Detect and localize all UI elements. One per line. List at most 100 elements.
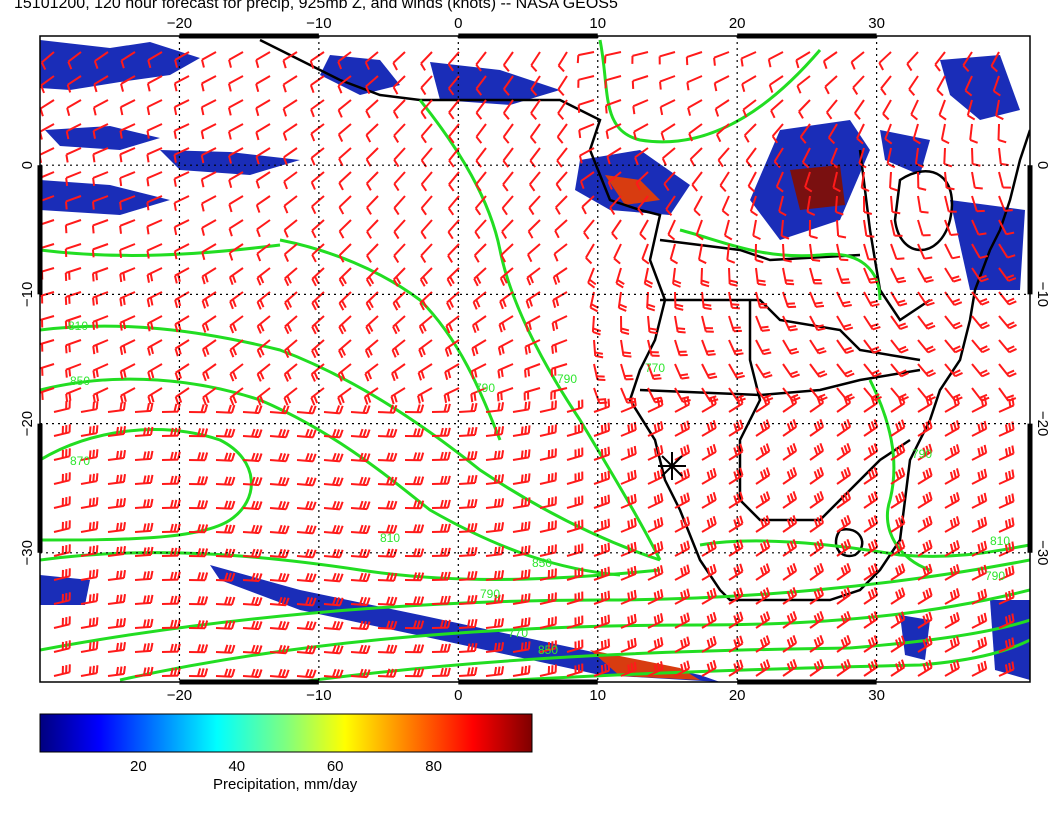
wind-barb [256, 315, 271, 334]
wind-barb [309, 75, 325, 94]
wind-barb [215, 548, 236, 558]
wind-barb [242, 596, 263, 607]
wind-barb [529, 171, 541, 192]
wind-barb [878, 51, 892, 71]
wind-barb [242, 644, 263, 655]
wind-barb [446, 291, 460, 311]
contour-label: 790 [557, 372, 577, 386]
colorbar [39, 713, 533, 753]
wind-barb [998, 421, 1015, 437]
lon-tick-label-top: 10 [589, 15, 606, 32]
wind-barb [667, 219, 676, 241]
wind-barb [119, 267, 136, 283]
wind-barb [701, 491, 717, 509]
wind-barb [539, 424, 557, 437]
wind-barb [755, 467, 771, 485]
wind-barb [92, 123, 109, 139]
wind-barb [80, 641, 99, 653]
wind-barb [107, 473, 126, 485]
wind-barb [728, 291, 740, 310]
wind-barb [147, 387, 163, 405]
wind-barb [146, 243, 163, 259]
wind-barb [392, 99, 406, 119]
wind-barb [713, 51, 730, 66]
wind-barb [503, 75, 514, 96]
wind-barb [804, 171, 813, 193]
wind-barb [782, 611, 798, 629]
wind-barb [392, 315, 406, 335]
wind-barb [889, 171, 898, 192]
wind-barb [890, 515, 906, 533]
wind-barb [229, 363, 244, 382]
precipitation-layer [40, 40, 1030, 682]
wind-barb [420, 171, 433, 192]
wind-barb [173, 195, 190, 211]
wind-barb [458, 642, 478, 653]
wind-barb [971, 219, 987, 236]
wind-barb [391, 363, 406, 382]
wind-barb [728, 635, 744, 653]
wind-barb [539, 496, 557, 509]
wind-barb [591, 315, 602, 336]
wind-barb [323, 572, 344, 583]
wind-barb [863, 611, 879, 629]
wind-barb [890, 243, 905, 261]
wind-barb [173, 99, 190, 116]
wind-barb [174, 363, 190, 381]
wind-barb [944, 540, 960, 557]
wind-barb [836, 339, 855, 355]
wind-barb [998, 517, 1015, 533]
wind-barb [119, 219, 136, 234]
wind-barb [809, 490, 825, 509]
wind-barb [431, 595, 451, 605]
wind-barb [350, 476, 371, 487]
wind-barb [134, 450, 154, 461]
wind-barb [917, 291, 935, 307]
wind-barb [323, 428, 344, 439]
wind-barb [269, 644, 290, 655]
wind-barb [404, 620, 425, 630]
wind-barb [701, 539, 717, 557]
wind-barb [404, 452, 425, 462]
wind-barb [604, 51, 622, 64]
wind-barb [174, 339, 190, 357]
wind-barb [134, 546, 154, 557]
wind-barb [836, 315, 854, 331]
wind-barb [834, 195, 844, 216]
wind-barb [620, 493, 637, 509]
wind-barb [173, 243, 190, 260]
wind-barb [964, 75, 973, 97]
wind-barb [539, 664, 557, 677]
wind-barb [64, 315, 82, 330]
wind-barb [215, 644, 236, 654]
wind-barb [323, 668, 344, 679]
wind-barb [971, 147, 981, 167]
wind-barb [566, 447, 584, 461]
wind-barb [782, 587, 798, 605]
wind-barb [890, 219, 903, 237]
wind-barb [890, 315, 909, 331]
wind-barb [310, 99, 325, 118]
lon-tick-label-top: 30 [868, 15, 885, 32]
wind-barb [852, 75, 865, 95]
wind-barb [147, 51, 163, 69]
wind-barb [311, 339, 325, 359]
wind-barb [173, 123, 190, 139]
wind-barb [502, 123, 514, 144]
wind-barb [161, 619, 181, 629]
wind-barb [658, 51, 676, 65]
wind-barb [755, 339, 772, 356]
wind-barb [161, 571, 181, 581]
wind-barb [445, 315, 460, 334]
wind-barb [502, 171, 514, 192]
wind-barb [337, 387, 352, 406]
wind-barb [40, 315, 55, 328]
wind-barb [863, 491, 879, 509]
contour-label: 770 [508, 626, 528, 640]
wind-barb [420, 219, 433, 240]
wind-barb [593, 446, 611, 461]
contour-label: 850 [532, 556, 552, 570]
wind-barb [161, 547, 181, 557]
wind-barb [119, 147, 136, 163]
wind-barb [215, 524, 236, 534]
